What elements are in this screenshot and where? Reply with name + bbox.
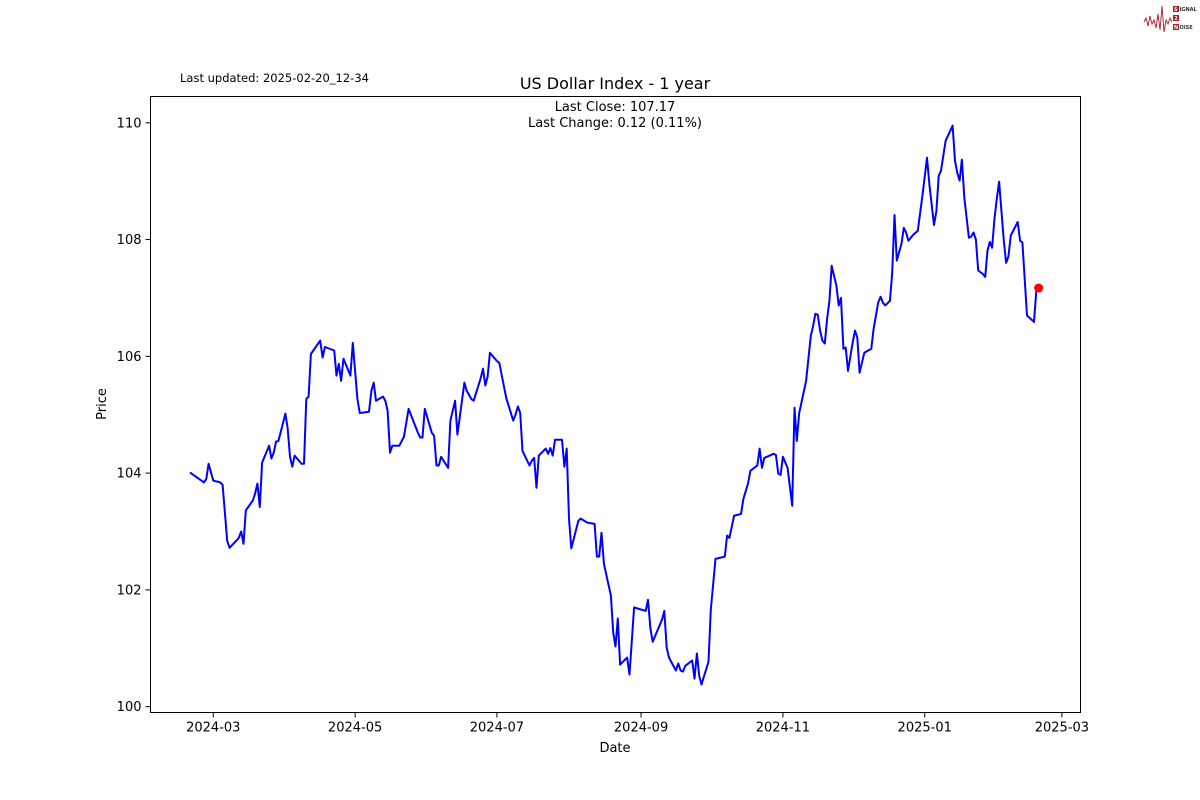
- x-tick-label: 2024-05: [328, 721, 382, 736]
- y-tick-label: 106: [117, 350, 142, 365]
- y-tick-label: 102: [117, 583, 142, 598]
- annotation-last-change: Last Change: 0.12 (0.11%): [528, 116, 702, 131]
- svg-text:2: 2: [1174, 16, 1178, 22]
- x-tick-label: 2024-07: [470, 721, 524, 736]
- svg-text:S: S: [1174, 7, 1178, 13]
- x-axis-label: Date: [599, 741, 630, 756]
- x-tick-label: 2025-01: [898, 721, 952, 736]
- axis-ticks: 2024-03 2024-05 2024-07 2024-09 2024-11 2025-…: [117, 116, 1089, 735]
- y-tick-label: 108: [117, 233, 142, 248]
- series-line: [189, 124, 1040, 686]
- chart-title: US Dollar Index - 1 year: [520, 74, 711, 93]
- y-tick-label: 100: [117, 700, 142, 715]
- x-tick-label: 2024-09: [614, 721, 668, 736]
- y-tick-label: 104: [117, 467, 142, 482]
- x-tick-label: 2025-03: [1035, 721, 1089, 736]
- last-close-marker: [1034, 283, 1044, 293]
- x-tick-label: 2024-11: [756, 721, 810, 736]
- logo-letters: S IGNAL 2 N OISE: [1173, 6, 1198, 31]
- logo: S IGNAL 2 N OISE: [1143, 5, 1198, 33]
- svg-text:IGNAL: IGNAL: [1180, 7, 1198, 13]
- annotation-last-close: Last Close: 107.17: [555, 100, 676, 115]
- x-tick-label: 2024-03: [186, 721, 240, 736]
- logo-wave-icon: [1143, 5, 1173, 33]
- plot-frame: [150, 96, 1081, 713]
- svg-text:N: N: [1174, 25, 1178, 31]
- svg-text:OISE: OISE: [1180, 25, 1194, 31]
- y-axis-label: Price: [95, 388, 110, 420]
- last-updated: Last updated: 2025-02-20_12-34: [180, 71, 369, 85]
- y-tick-label: 110: [117, 116, 142, 131]
